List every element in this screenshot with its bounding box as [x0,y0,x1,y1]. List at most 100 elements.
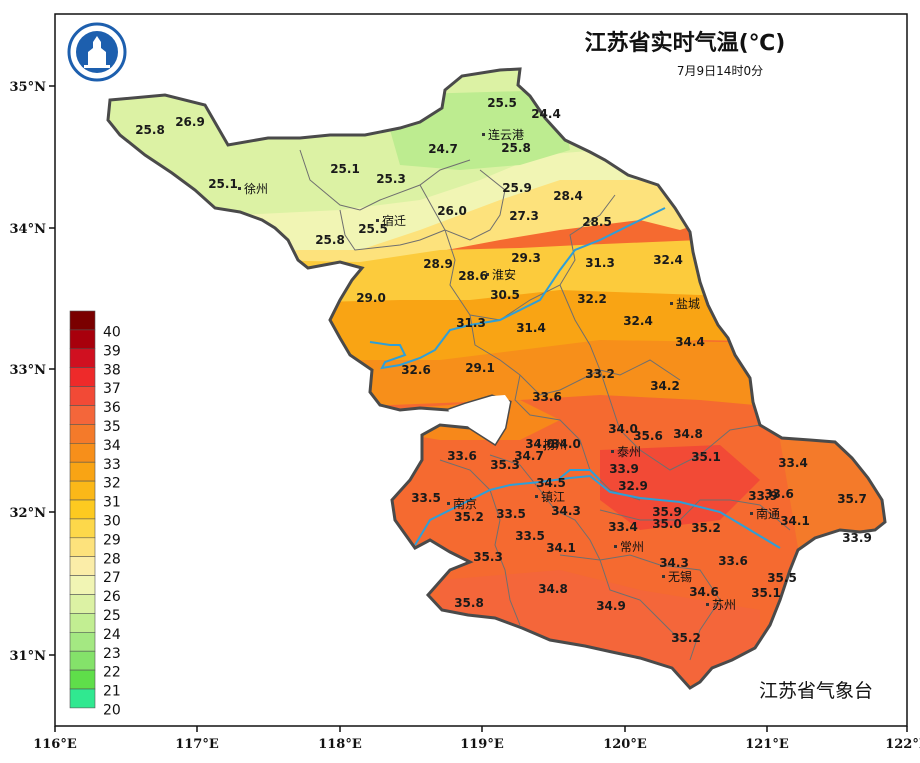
temperature-value: 25.1 [330,162,360,176]
legend-swatch [69,348,96,368]
city-label: 徐州 [244,181,268,196]
lon-tick-label: 117°E [175,737,219,752]
legend-label: 23 [103,646,121,662]
lon-tick-label: 120°E [603,737,647,752]
legend-label: 34 [103,438,121,454]
temperature-value: 35.2 [454,510,484,524]
temperature-value: 35.3 [473,550,503,564]
city-label: 南通 [756,506,780,521]
temperature-value: 32.9 [618,479,648,493]
legend-label: 39 [103,343,121,359]
temperature-value: 25.9 [502,181,532,195]
temperature-value: 34.1 [780,514,810,528]
city-boundaries [299,149,791,661]
legend-swatch [69,480,96,501]
temperature-value: 32.4 [623,314,653,328]
temperature-value: 28.9 [423,257,453,271]
legend-label: 32 [103,476,121,492]
temperature-readings: 25.8 26.9 25.1 25.1 25.3 25.8 25.5 26.0 24.7 25.5… [135,96,872,645]
legend-label: 31 [103,495,121,511]
temperature-value: 35.1 [691,450,721,464]
temperature-value: 34.7 [514,449,544,463]
latitude-axis: 35°N 34°N 33°N 32°N 31°N [10,80,55,664]
city-label: 淮安 [492,267,516,282]
temperature-value: 34.0 [608,422,638,436]
temperature-value: 25.8 [135,123,165,137]
temperature-value: 33.6 [718,554,748,568]
temperature-value: 31.3 [456,316,486,330]
temperature-value: 34.4 [675,335,705,349]
legend-label: 33 [103,457,121,473]
city-label: 无锡 [668,569,692,584]
temperature-value: 35.2 [691,521,721,535]
temperature-value: 33.4 [608,520,638,534]
legend-swatch [69,329,96,350]
legend-swatch [69,594,96,614]
legend-swatch [69,367,96,387]
temperature-value: 29.0 [356,291,386,305]
temperature-value: 33.5 [411,491,441,505]
legend-swatch [69,310,96,331]
temperature-value: 32.6 [401,363,431,377]
city-label: 苏州 [712,598,736,612]
legend-label: 30 [103,513,121,529]
temperature-value: 33.5 [496,507,526,521]
temperature-value: 25.3 [376,172,406,186]
legend-label: 26 [103,589,121,605]
temperature-value: 28.5 [582,215,612,229]
temperature-value: 34.3 [551,504,581,518]
weather-bureau-logo [67,22,127,82]
temperature-value: 35.1 [751,586,781,600]
temperature-value: 34.6 [689,585,719,599]
temperature-value: 33.4 [778,456,808,470]
legend-swatch [69,424,96,444]
temperature-value: 35.5 [767,571,797,585]
temperature-value: 35.8 [454,596,484,610]
lat-tick-label: 31°N [10,649,47,664]
temperature-value: 34.9 [596,599,626,613]
city-label: 扬州 [543,437,567,452]
legend-swatch [69,461,96,482]
map-frame [54,13,908,727]
temperature-value: 24.7 [428,142,458,156]
legend-label: 37 [103,381,121,397]
legend-label: 25 [103,608,121,624]
temperature-value: 31.4 [516,321,546,335]
agency-label: 江苏省气象台 [759,680,873,702]
city-label: 盐城 [676,297,700,311]
temperature-value: 33.6 [447,449,477,463]
temperature-value: 33.5 [515,529,545,543]
legend-swatch [69,518,96,539]
legend-label: 38 [103,362,121,378]
temperature-value: 35.9 [652,505,682,519]
temperature-value: 33.9 [609,462,639,476]
temperature-value: 25.5 [358,222,388,236]
lon-tick-label: 119°E [460,737,504,752]
legend-label: 35 [103,419,121,435]
temperature-value: 27.3 [509,209,539,223]
temperature-legend: 40 39 38 37 36 35 34 33 32 31 30 29 28 27 26 25 24 23 22 21… [69,310,121,718]
temperature-value: 29.3 [511,251,541,265]
temperature-value: 34.8 [538,582,568,596]
temperature-value: 33.2 [585,367,615,381]
lon-tick-label: 116°E [33,737,77,752]
temperature-value: 28.4 [553,189,583,203]
legend-swatch [69,688,96,709]
temperature-value: 25.5 [487,96,517,110]
legend-swatch [69,650,96,671]
legend-swatch [69,386,96,406]
temperature-value: 35.3 [490,458,520,472]
city-label: 镇江 [541,490,565,504]
legend-label: 29 [103,532,121,548]
lon-tick-label: 121°E [745,737,789,752]
legend-swatch [69,631,96,652]
legend-swatch [69,613,96,633]
temperature-value: 34.2 [650,379,680,393]
temperature-value: 25.1 [208,177,238,191]
legend-label: 20 [103,702,121,718]
temperature-value: 24.4 [531,107,561,121]
legend-swatch [69,442,96,463]
legend-label: 36 [103,400,121,416]
legend-swatch [69,405,96,425]
